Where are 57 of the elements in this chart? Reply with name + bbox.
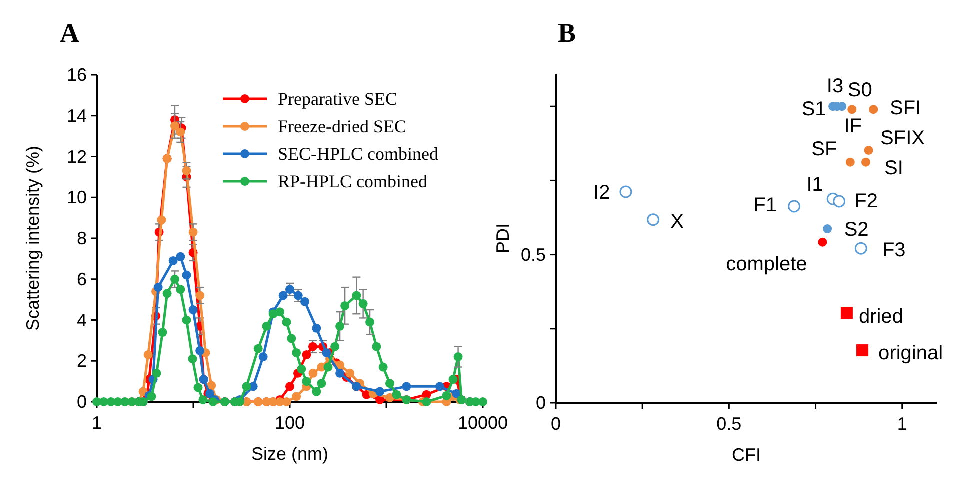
point — [833, 195, 846, 208]
y-tick-label: 2 — [76, 351, 87, 372]
y-tick-label: 10 — [66, 188, 87, 208]
data-label: F3 — [882, 240, 906, 262]
x-tick-label: 1 — [897, 414, 908, 434]
legend-label: Preparative SEC — [278, 89, 398, 109]
data-label: F1 — [754, 194, 777, 216]
y-tick-label: 14 — [66, 106, 87, 126]
data-label: S0 — [848, 80, 872, 102]
point — [840, 307, 853, 320]
data-label: SFI — [890, 98, 922, 120]
chart-title: A — [60, 18, 80, 48]
data-label: X — [670, 210, 684, 233]
point — [823, 224, 832, 234]
point — [848, 105, 857, 114]
point — [869, 105, 878, 114]
x-tick-label: 0 — [550, 414, 562, 434]
x-tick-label: 0.5 — [716, 414, 742, 434]
point — [864, 146, 874, 155]
data-label: I1 — [806, 174, 824, 196]
x-axis-title: Size (nm) — [251, 444, 329, 464]
y-tick-label: 0 — [76, 392, 87, 412]
point — [620, 186, 632, 198]
y-tick-label: 12 — [66, 146, 87, 167]
data-label: SF — [812, 138, 838, 160]
data-label: IF — [844, 116, 862, 138]
data-label: I3 — [826, 76, 844, 98]
y-tick-label: 6 — [76, 269, 87, 290]
data-label: F2 — [854, 190, 878, 212]
point — [818, 238, 828, 247]
data-label: complete — [726, 253, 808, 276]
data-label: SFIX — [880, 127, 925, 150]
x-tick-label: 1 — [92, 413, 102, 433]
point — [854, 242, 868, 255]
legend-label: SEC-HPLC combined — [278, 144, 438, 164]
data-label: original — [878, 342, 944, 365]
point — [856, 344, 869, 357]
y-tick-label: 16 — [66, 65, 87, 85]
data-label: I2 — [594, 182, 610, 204]
y-tick-label: 8 — [76, 228, 87, 248]
y-axis-title: PDI — [493, 223, 513, 254]
data-label: S2 — [844, 219, 869, 242]
chart-title: B — [558, 18, 576, 48]
x-tick-label: 100 — [274, 413, 306, 433]
point — [846, 158, 855, 167]
data-label: S1 — [802, 98, 826, 121]
x-axis-title: CFI — [732, 445, 761, 465]
data-label: dried — [858, 306, 904, 328]
data-label: SI — [884, 157, 904, 180]
legend-label: RP-HPLC combined — [278, 172, 428, 192]
point — [788, 200, 801, 213]
point — [861, 158, 870, 167]
x-tick-label: 10000 — [458, 413, 508, 433]
legend-label: Freeze-dried SEC — [278, 116, 406, 136]
point — [647, 214, 660, 226]
y-axis-title: Scattering intensity (%) — [23, 146, 43, 332]
y-tick-label: 4 — [76, 310, 87, 330]
